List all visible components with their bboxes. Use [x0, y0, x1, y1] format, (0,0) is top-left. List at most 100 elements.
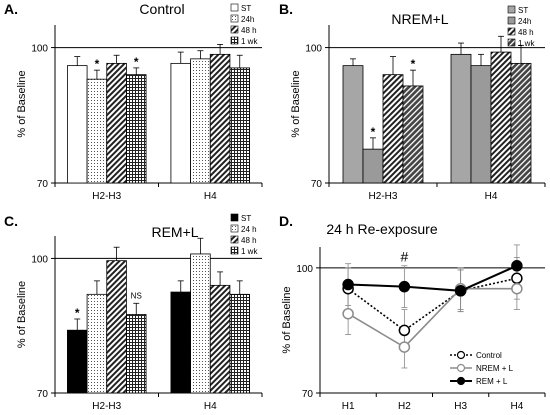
- data-point: [398, 341, 411, 353]
- legend-marker: [456, 363, 466, 373]
- data-point: [342, 307, 354, 320]
- legend-label: ST: [241, 4, 251, 13]
- category-label: H3: [454, 401, 467, 412]
- bar-1wk-H4: [510, 62, 532, 184]
- bar-24h-H2-H3: [362, 148, 384, 184]
- series-line-NREM+L: [347, 287, 517, 349]
- data-point: [454, 285, 467, 297]
- legend-label: ST: [518, 6, 528, 15]
- significance-marker: *: [95, 57, 100, 71]
- legend-label: 48 h: [241, 236, 257, 245]
- legend-label: 48 h: [518, 28, 534, 37]
- bar-1wk-H2-H3: [126, 314, 147, 394]
- legend-label: 1 wk: [241, 37, 258, 46]
- panel-1: A. Control % of Baseline 70 100 H2-H3 H4 * * ST 24…: [4, 1, 263, 202]
- bar-ST-H2-H3: [67, 329, 88, 394]
- bar-48h-H2-H3: [382, 74, 404, 184]
- data-point: [398, 280, 411, 293]
- legend: Control NREM + L REM + L: [450, 350, 514, 386]
- panel-letter: B.: [279, 1, 293, 17]
- panel-4: D. 24 h Re-exposure % of Baseline 70 100 H1 H2…: [279, 213, 546, 412]
- bar-ST-H2-H3: [342, 65, 364, 184]
- legend-swatch: [507, 16, 516, 25]
- significance-marker: *: [371, 125, 376, 139]
- bar-1wk-H2-H3: [126, 74, 147, 184]
- bar-24h-H4: [470, 65, 492, 184]
- y-tick-label: 100: [31, 254, 48, 265]
- legend-swatch: [507, 38, 516, 47]
- bar-24h-H2-H3: [86, 78, 108, 184]
- bar-ST-H2-H3: [67, 65, 88, 184]
- series-line-REM+L: [348, 264, 518, 292]
- chart-title: REM+L: [151, 224, 198, 240]
- bar-24h-H4: [190, 58, 211, 184]
- category-label: H4: [510, 401, 523, 412]
- panel-3: C. REM+L % of Baseline 70 100 H2-H3 H4 * NS ST 24 …: [4, 213, 263, 412]
- panel-letter: D.: [279, 213, 293, 229]
- y-tick-label: 70: [311, 179, 323, 190]
- bar-48h-H2-H3: [106, 260, 127, 394]
- category-label: H4: [485, 191, 498, 202]
- chart-title: 24 h Re-exposure: [326, 221, 438, 237]
- category-label: H4: [204, 191, 217, 202]
- legend-label: Control: [476, 351, 502, 360]
- bar-24h-H2-H3: [86, 293, 108, 394]
- panel-letter: C.: [4, 213, 18, 229]
- category-label: H2-H3: [369, 191, 398, 202]
- y-tick-label: 70: [37, 179, 49, 190]
- bar-48h-H4: [209, 284, 231, 394]
- significance-marker: *: [134, 55, 139, 69]
- y-tick-label: 70: [302, 389, 314, 400]
- legend-swatch: [230, 36, 239, 45]
- bar-1wk-H4: [229, 293, 250, 394]
- y-tick-label: 100: [305, 44, 322, 55]
- significance-marker: *: [75, 306, 80, 320]
- category-label: H2: [398, 401, 411, 412]
- chart-title: Control: [139, 1, 184, 17]
- data-point: [511, 272, 523, 285]
- legend-marker: [456, 350, 466, 360]
- bar-ST-H4: [450, 53, 472, 184]
- legend-label: 24 h: [241, 225, 257, 234]
- legend-label: NREM + L: [476, 364, 514, 373]
- data-point: [398, 324, 411, 337]
- legend-swatch: [230, 3, 239, 12]
- legend-label: 1 wk: [518, 39, 535, 48]
- data-point: [511, 282, 523, 295]
- legend-label: 24h: [241, 15, 254, 24]
- data-point: [342, 278, 354, 291]
- y-tick-label: 100: [296, 264, 313, 275]
- category-label: H4: [204, 401, 217, 412]
- y-axis-label: % of Baseline: [281, 286, 293, 353]
- panel-2: B. NREM+L % of Baseline 70 100 H2-H3 H4 * * ST 24h…: [279, 1, 546, 202]
- series-line-Control: [347, 277, 518, 332]
- y-axis-label: % of Baseline: [16, 70, 28, 137]
- legend: ST 24h 48 h 1 wk: [230, 3, 258, 46]
- legend-label: 24h: [518, 17, 531, 26]
- legend-swatch: [230, 213, 239, 222]
- y-tick-label: 100: [31, 44, 48, 55]
- bar-ST-H4: [170, 62, 191, 184]
- legend-marker: [456, 376, 466, 386]
- legend-swatch: [230, 246, 239, 255]
- legend-swatch: [507, 5, 516, 14]
- panel-letter: A.: [4, 1, 18, 17]
- significance-marker: *: [411, 57, 416, 71]
- y-tick-label: 70: [37, 389, 49, 400]
- legend-label: ST: [241, 214, 251, 223]
- legend-label: 48 h: [241, 26, 257, 35]
- legend: ST 24 h 48 h 1 wk: [230, 213, 258, 256]
- bar-24h-H4: [190, 253, 211, 394]
- bar-48h-H4: [209, 53, 231, 184]
- legend-label: REM + L: [476, 377, 508, 386]
- y-axis-label: % of Baseline: [16, 281, 28, 348]
- legend-swatch: [230, 235, 239, 244]
- legend-swatch: [230, 224, 239, 233]
- legend-swatch: [230, 14, 239, 23]
- significance-marker: NS: [131, 291, 142, 300]
- y-axis-label: % of Baseline: [290, 70, 302, 137]
- bar-48h-H2-H3: [106, 62, 127, 184]
- chart-title: NREM+L: [391, 11, 448, 27]
- bar-ST-H4: [170, 291, 191, 394]
